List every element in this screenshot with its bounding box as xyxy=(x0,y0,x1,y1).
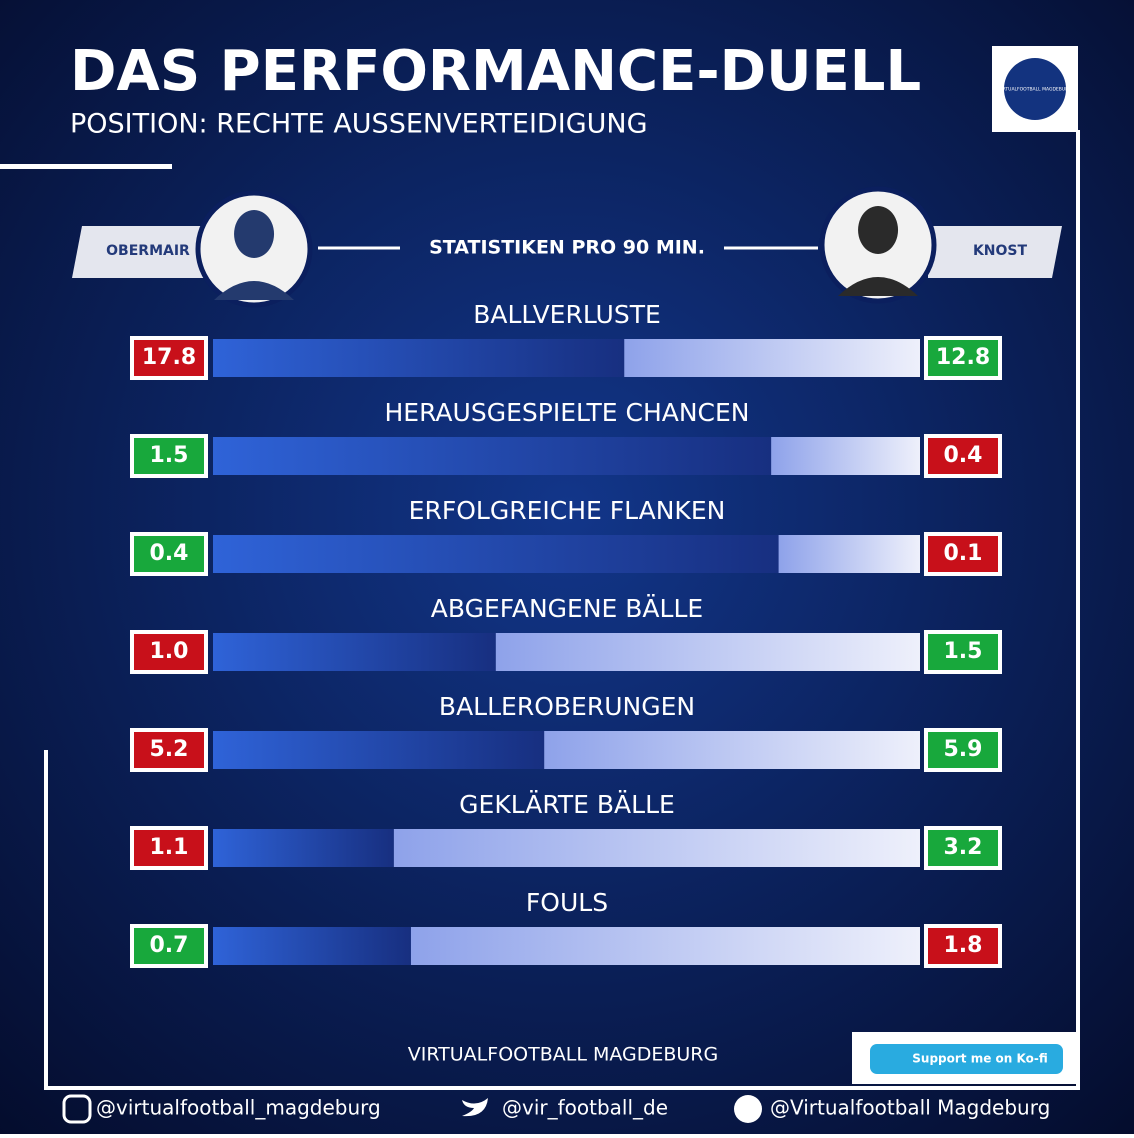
value-label: 1.1 xyxy=(150,835,189,860)
value-label: 1.0 xyxy=(150,639,189,664)
value-box-fill xyxy=(134,634,204,670)
value-box-fill xyxy=(134,340,204,376)
social: @Virtualfootball Magdeburg xyxy=(770,1096,1050,1120)
value-label: 0.7 xyxy=(150,933,189,958)
bar-segment xyxy=(213,927,411,965)
value-label: 5.2 xyxy=(150,737,189,762)
value-label: 1.5 xyxy=(944,639,983,664)
facebook-icon xyxy=(734,1095,762,1123)
value-box-fill xyxy=(134,438,204,474)
value-box-fill xyxy=(134,732,204,768)
stat-label: BALLEROBERUNGEN xyxy=(439,692,695,721)
bar-segment xyxy=(495,633,920,671)
stat-label: ERFOLGREICHE FLANKEN xyxy=(409,496,726,525)
value-box-fill xyxy=(928,536,998,572)
player-name: OBERMAIR xyxy=(106,243,190,259)
bar-segment xyxy=(213,339,625,377)
name-ribbon xyxy=(928,226,1062,278)
subtitle: POSITION: RECHTE AUSSENVERTEIDIGUNG xyxy=(70,109,648,140)
bar-segment xyxy=(213,535,779,573)
value-box-fill xyxy=(928,634,998,670)
player-name: KNOST xyxy=(973,243,1028,259)
logo xyxy=(1004,58,1066,120)
value-box-fill xyxy=(928,830,998,866)
stat-label: HERAUSGESPIELTE CHANCEN xyxy=(384,398,749,427)
stat-label: GEKLÄRTE BÄLLE xyxy=(459,790,675,819)
rule xyxy=(0,164,172,169)
kofi-text[interactable]: Support me on Ko-fi xyxy=(912,1052,1047,1066)
rows: BALLVERLUSTE 17.8 12.8 HERAUSGESPIELTE CHAN… xyxy=(130,300,1002,968)
name-ribbon xyxy=(72,226,205,278)
social: @vir_football_de xyxy=(502,1096,668,1120)
stat-label: ABGEFANGENE BÄLLE xyxy=(431,594,703,623)
bar-segment xyxy=(213,829,394,867)
value-box-fill xyxy=(928,732,998,768)
value-label: 1.8 xyxy=(944,933,983,958)
value-label: 0.4 xyxy=(150,541,189,566)
stat-label: FOULS xyxy=(526,888,608,917)
value-box-fill xyxy=(134,830,204,866)
bar-segment xyxy=(213,633,496,671)
bar-segment xyxy=(544,731,920,769)
value-box-fill xyxy=(134,536,204,572)
value-label: 17.8 xyxy=(142,345,196,370)
logo-text: VIRTUALFOOTBALL MAGDEBURG xyxy=(998,87,1072,93)
value-label: 12.8 xyxy=(936,345,990,370)
title: DAS PERFORMANCE-DUELL xyxy=(70,39,921,104)
bar-segment xyxy=(393,829,920,867)
twitter-icon xyxy=(462,1098,488,1117)
player-silhouette xyxy=(214,210,294,300)
player-silhouette xyxy=(838,206,918,296)
bar-segment xyxy=(213,731,545,769)
social: @virtualfootball_magdeburg xyxy=(96,1096,381,1120)
value-label: 0.4 xyxy=(944,443,983,468)
value-box-fill xyxy=(928,340,998,376)
bar-segment xyxy=(624,339,920,377)
stats-label: STATISTIKEN PRO 90 MIN. xyxy=(429,237,705,259)
value-box-fill xyxy=(928,438,998,474)
value-label: 5.9 xyxy=(944,737,983,762)
bar-segment xyxy=(771,437,920,475)
value-box-fill xyxy=(928,928,998,964)
bar-segment xyxy=(410,927,920,965)
bar-segment xyxy=(778,535,920,573)
stat-label: BALLVERLUSTE xyxy=(473,300,661,329)
value-label: 0.1 xyxy=(944,541,983,566)
kofi-button[interactable] xyxy=(870,1044,1063,1074)
bar-segment xyxy=(213,437,772,475)
footer: VIRTUALFOOTBALL MAGDEBURG xyxy=(408,1044,719,1066)
instagram-icon xyxy=(62,1094,92,1124)
value-label: 3.2 xyxy=(944,835,983,860)
value-label: 1.5 xyxy=(150,443,189,468)
value-box-fill xyxy=(134,928,204,964)
frame xyxy=(44,130,1080,1090)
